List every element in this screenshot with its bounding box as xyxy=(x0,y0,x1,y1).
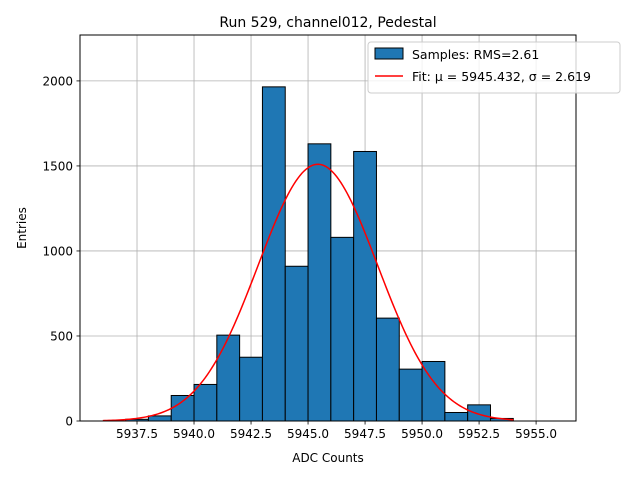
histogram-bar xyxy=(147,415,172,422)
plot-frame xyxy=(79,34,577,422)
histogram-bar xyxy=(330,236,355,422)
histogram-bar xyxy=(353,150,377,422)
y-axis-title: Entries xyxy=(15,207,29,249)
y-tick-label: 1500 xyxy=(42,159,73,173)
fit-curve xyxy=(102,163,514,422)
y-tick-label: 500 xyxy=(50,329,73,343)
x-tick-label: 5947.5 xyxy=(344,427,386,441)
x-tick-label: 5942.5 xyxy=(230,427,272,441)
x-tick-label: 5952.5 xyxy=(458,427,500,441)
y-tick-label: 1000 xyxy=(42,244,73,258)
x-tick-label: 5945.0 xyxy=(287,427,329,441)
legend-box xyxy=(367,41,621,94)
x-axis-ticks: 5937.5 5940.0 5942.5 5945.0 5947.5 5950.0 5952… xyxy=(116,421,557,441)
legend-samples-swatch xyxy=(374,47,404,60)
histogram-bar xyxy=(261,86,286,422)
x-tick-label: 5955.0 xyxy=(515,427,557,441)
legend-samples-label: Samples: RMS=2.61 xyxy=(412,47,539,62)
histogram-bar xyxy=(216,334,241,422)
chart-title: Run 529, channel012, Pedestal xyxy=(219,15,436,31)
x-tick-label: 5940.0 xyxy=(173,427,215,441)
fit-curve-group xyxy=(102,163,514,422)
x-tick-label: 5950.0 xyxy=(401,427,443,441)
histogram-bar xyxy=(398,368,423,422)
legend: Samples: RMS=2.61 Fit: μ = 5945.432, σ =… xyxy=(367,41,621,94)
legend-fit-label: Fit: μ = 5945.432, σ = 2.619 xyxy=(412,69,591,84)
histogram-bar xyxy=(170,394,195,422)
histogram-bars xyxy=(125,86,514,422)
y-tick-label: 0 xyxy=(65,415,73,429)
histogram-bar xyxy=(239,356,263,422)
histogram-bar xyxy=(444,411,469,422)
histogram-bar xyxy=(193,383,218,422)
histogram-bar xyxy=(467,404,491,422)
y-tick-label: 2000 xyxy=(42,74,73,88)
x-axis-title: ADC Counts xyxy=(292,451,364,465)
y-axis-ticks: 0 500 1000 1500 2000 xyxy=(42,74,80,429)
histogram-bar xyxy=(307,143,332,422)
histogram-bar xyxy=(375,317,400,422)
x-tick-label: 5937.5 xyxy=(116,427,158,441)
histogram-bar xyxy=(284,265,309,422)
